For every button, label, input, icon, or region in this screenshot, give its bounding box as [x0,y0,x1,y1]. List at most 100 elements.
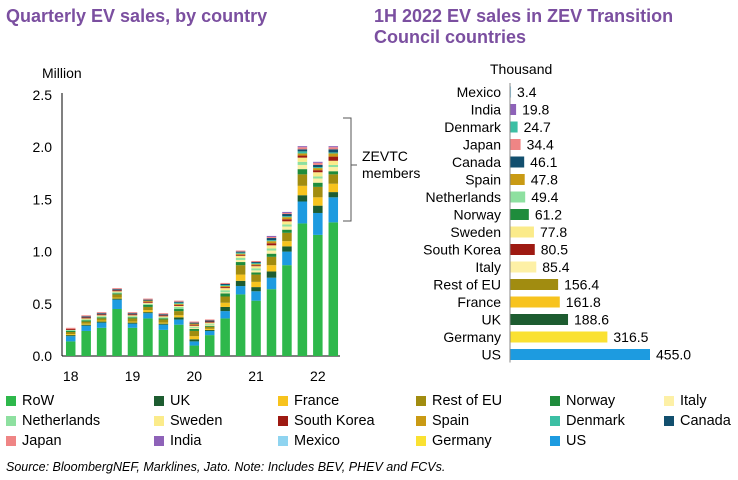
bar-segment [158,315,169,317]
legend-swatch [664,416,674,426]
bar-segment [266,289,277,356]
bar-segment [96,318,107,321]
bar-segment [297,164,308,170]
legend-item: Canada [664,413,731,430]
horizontal-bar [510,261,537,273]
bar-segment [328,160,339,165]
legend-label: US [566,433,587,449]
bar-category-label: Sweden [450,224,501,240]
bar-segment [112,294,122,298]
annotation-line-1: ZEVTC [362,148,408,164]
bar-segment [251,266,261,269]
bar-segment [297,223,308,356]
bar-segment [158,324,169,330]
bar-segment [235,294,246,356]
bar-segment [251,291,261,301]
legend-item: Germany [416,433,492,450]
bar-segment [251,263,261,265]
bar-segment [235,253,246,255]
bar-segment [158,329,169,356]
bar-segment [189,322,200,324]
bar-segment [81,315,91,317]
bar-segment [266,236,277,239]
x-tick-label: 19 [125,368,141,384]
bar-segment [251,287,261,292]
bar-segment [251,300,261,356]
bar-segment [235,250,246,252]
bar-segment [266,256,277,266]
legend-label: France [294,393,340,409]
bar-segment [328,147,339,150]
bar-segment [65,334,76,336]
bar-segment [251,262,261,264]
bar-segment [112,289,122,291]
bar-segment [282,241,292,247]
bar-segment [328,222,339,356]
legend-item: RoW [6,393,54,410]
bar-category-label: US [482,347,501,363]
bar-segment [313,161,323,163]
bar-category-label: Japan [463,137,501,153]
bar-segment [235,265,246,275]
bar-segment [313,170,323,173]
bar-category-label: Netherlands [426,189,502,205]
left-chart-title: Quarterly EV sales, by country [6,6,268,26]
bar-segment [112,290,122,292]
legend-item: Japan [6,433,62,450]
bar-value-label: 85.4 [542,259,569,275]
bar-segment [204,321,215,323]
bar-segment [112,298,122,300]
bar-value-label: 77.8 [540,224,567,240]
bar-segment [127,322,138,324]
bar-segment [297,153,308,156]
bar-category-label: Italy [475,259,501,275]
bar-segment [174,315,184,318]
bar-segment [143,313,153,319]
legend-item: Sweden [154,413,222,430]
bar-segment [220,288,230,291]
legend-item: US [550,433,586,450]
legend-label: Japan [22,433,62,449]
x-tick-label: 22 [310,368,326,384]
bar-segment [96,322,107,328]
bar-segment [328,156,339,161]
zevtc-bracket [343,117,357,222]
bar-segment [127,314,138,316]
legend-swatch [154,436,164,446]
legend-swatch [278,436,288,446]
legend-label: Spain [432,413,470,429]
y-tick-label: 1.5 [33,191,53,207]
bar-segment [297,149,308,152]
bar-segment [96,320,107,322]
bar-segment [266,238,277,241]
bar-segment [297,155,308,158]
bar-segment [174,305,184,307]
bar-segment [96,321,107,323]
bar-segment [158,322,169,324]
bar-segment [266,240,277,242]
bar-segment [328,149,339,153]
bar-segment [313,167,323,169]
bar-segment [81,318,91,320]
legend-label: India [170,433,202,449]
bar-segment [251,265,261,267]
bar-segment [282,219,292,222]
bar-segment [220,296,230,303]
bar-segment [81,330,91,356]
legend-label: Canada [680,413,731,429]
bar-segment [297,151,308,154]
bar-segment [297,169,308,175]
legend-swatch [550,436,560,446]
bar-segment [251,268,261,271]
bar-segment [266,253,277,257]
bar-segment [266,235,277,237]
bar-segment [174,302,184,304]
bar-segment [251,274,261,282]
bar-segment [328,164,339,168]
bar-segment [96,315,107,317]
legend-label: Netherlands [22,413,101,429]
horizontal-bar [510,86,512,98]
y-tick-label: 2.5 [33,87,53,103]
bar-segment [189,336,200,340]
bar-value-label: 188.6 [574,312,609,328]
